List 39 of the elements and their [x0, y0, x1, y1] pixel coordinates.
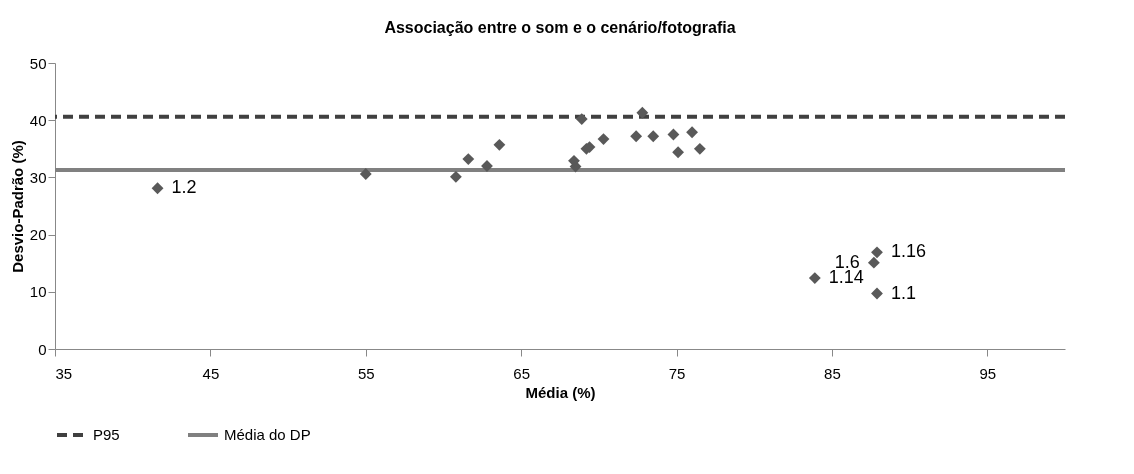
x-tick-label: 45	[202, 364, 220, 382]
point	[449, 170, 462, 183]
point	[686, 126, 698, 139]
annotation: 1.2	[171, 177, 197, 198]
point	[867, 256, 880, 269]
y-tick-label: 10	[29, 283, 47, 301]
x-tick-label: 75	[668, 364, 686, 382]
point	[462, 153, 475, 166]
point	[359, 168, 372, 180]
point	[630, 130, 643, 143]
annotation: 1.16	[890, 241, 927, 262]
x-tick-label: 55	[357, 364, 375, 382]
x-axis-title: Média (%)	[525, 383, 596, 401]
annotation: 1.1	[890, 282, 917, 303]
point	[493, 138, 506, 151]
point	[871, 287, 883, 300]
x-tick-label: 65	[513, 364, 530, 382]
point	[647, 130, 660, 143]
point	[575, 113, 588, 125]
point	[672, 146, 685, 159]
y-tick-label: 40	[29, 111, 47, 129]
point	[151, 182, 164, 195]
point	[636, 106, 649, 119]
y-tick-label: 30	[29, 168, 47, 186]
legend-label: Média do DP	[224, 426, 311, 443]
point	[871, 246, 883, 259]
y-tick-label: 0	[38, 340, 47, 358]
point	[693, 142, 706, 155]
point	[808, 272, 821, 284]
x-tick-label: 35	[55, 364, 73, 382]
x-tick-label: 85	[824, 364, 841, 382]
y-tick-label: 50	[29, 54, 47, 72]
legend-label: P95	[93, 426, 120, 443]
point	[597, 133, 610, 145]
y-tick-label: 20	[29, 226, 47, 244]
y-axis-title: Desvio-Padrão (%)	[8, 140, 26, 273]
annotation: 1.14	[828, 267, 864, 288]
chart-title: Associação entre o som e o cenário/fotografia	[384, 19, 736, 36]
x-tick-label: 95	[979, 364, 997, 382]
